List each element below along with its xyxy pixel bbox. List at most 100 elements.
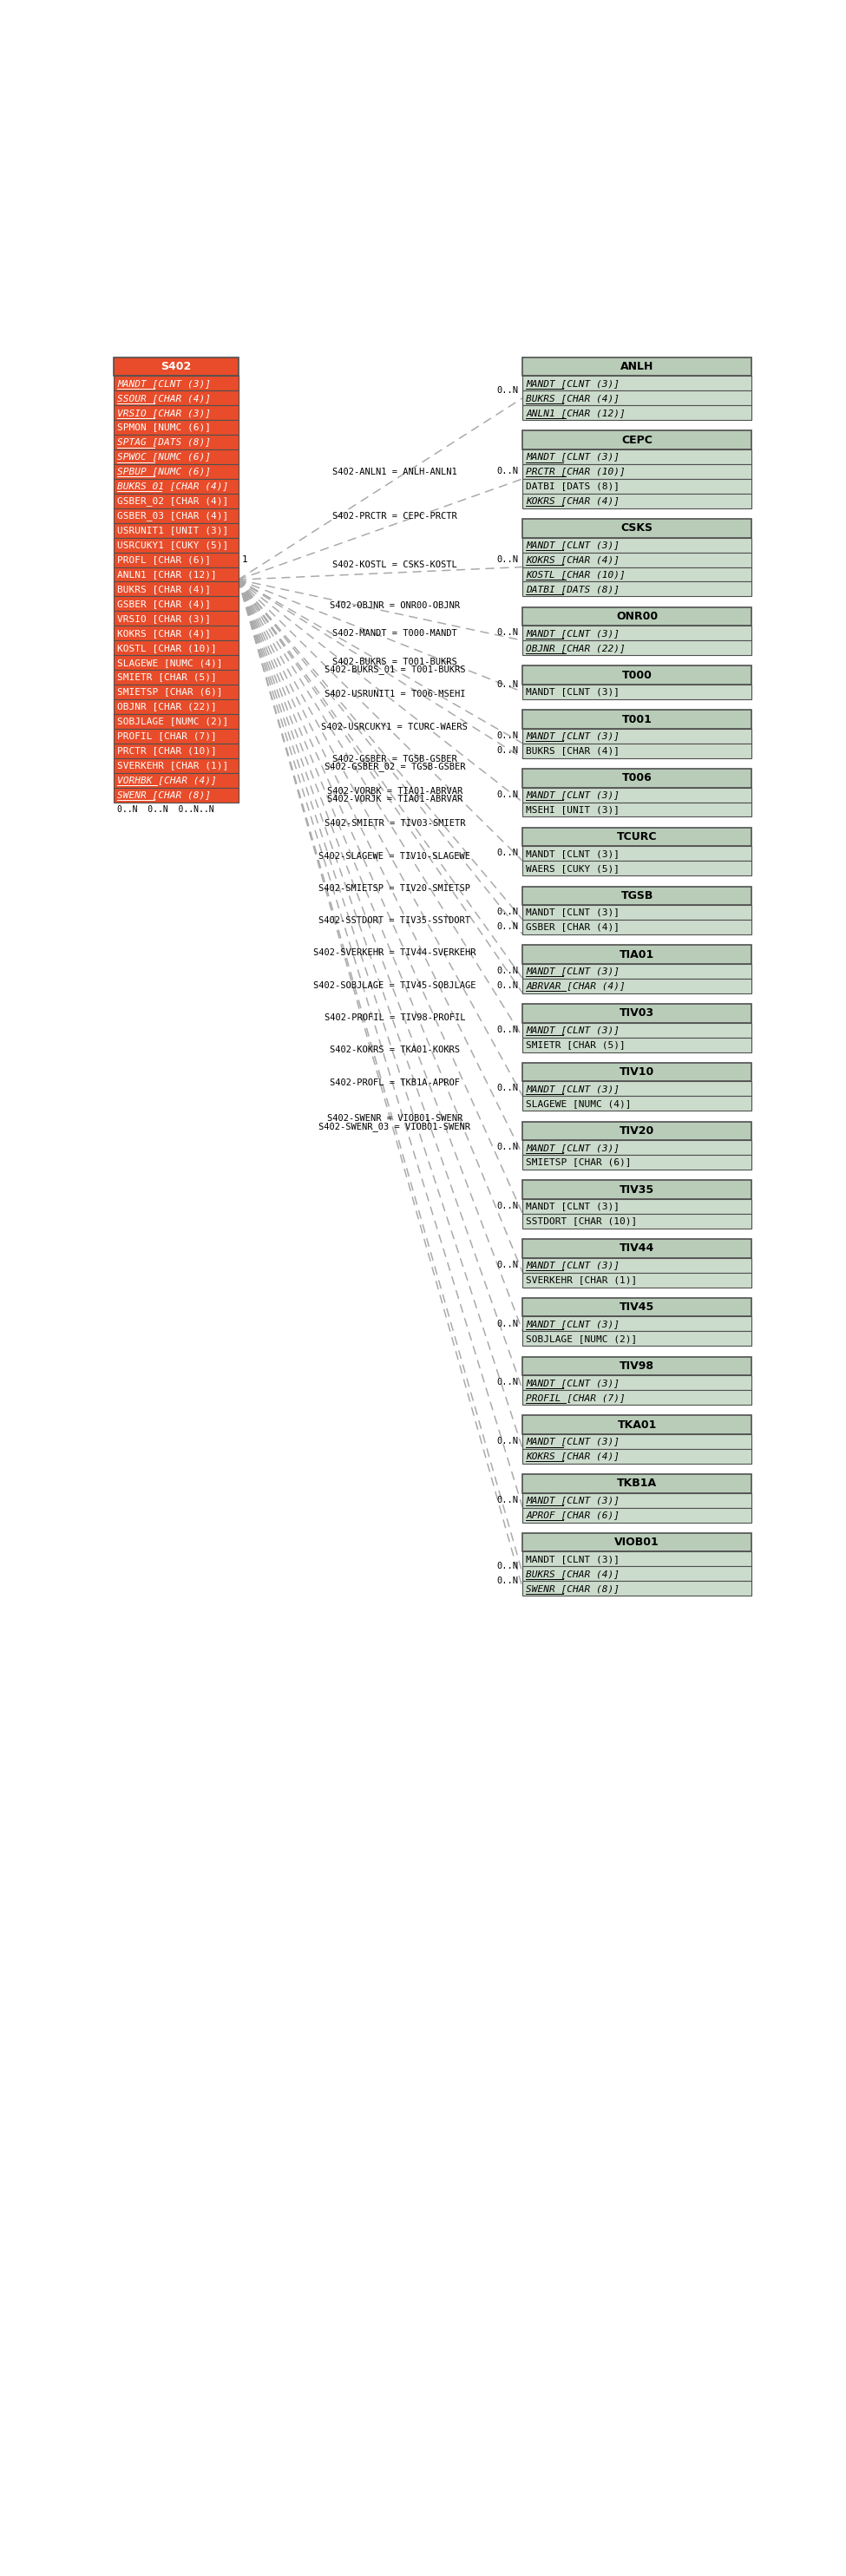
FancyBboxPatch shape (523, 464, 751, 479)
FancyBboxPatch shape (523, 945, 751, 963)
FancyBboxPatch shape (523, 711, 751, 729)
Text: MANDT [CLNT (3)]: MANDT [CLNT (3)] (526, 453, 620, 461)
FancyBboxPatch shape (523, 404, 751, 420)
Text: TIV44: TIV44 (619, 1242, 655, 1255)
Text: MANDT [CLNT (3)]: MANDT [CLNT (3)] (526, 1319, 620, 1329)
Text: TKA01: TKA01 (618, 1419, 656, 1430)
FancyBboxPatch shape (523, 827, 751, 848)
FancyBboxPatch shape (523, 1533, 751, 1551)
Text: T000: T000 (622, 670, 652, 680)
FancyBboxPatch shape (523, 744, 751, 757)
Text: S402-PRCTR = CEPC-PRCTR: S402-PRCTR = CEPC-PRCTR (332, 513, 457, 520)
FancyBboxPatch shape (523, 1332, 751, 1347)
Text: S402-OBJNR = ONR00-OBJNR: S402-OBJNR = ONR00-OBJNR (330, 600, 459, 611)
FancyBboxPatch shape (523, 1376, 751, 1391)
Text: KOKRS [CHAR (4)]: KOKRS [CHAR (4)] (526, 1453, 620, 1461)
Text: SMIETR [CHAR (5)]: SMIETR [CHAR (5)] (526, 1041, 625, 1048)
Text: MANDT [CLNT (3)]: MANDT [CLNT (3)] (526, 1378, 620, 1386)
FancyBboxPatch shape (523, 1154, 751, 1170)
Text: MANDT [CLNT (3)]: MANDT [CLNT (3)] (526, 909, 620, 917)
Text: MANDT [CLNT (3)]: MANDT [CLNT (3)] (526, 1203, 620, 1211)
FancyBboxPatch shape (114, 744, 239, 757)
Text: S402-BUKRS = T001-BUKRS: S402-BUKRS = T001-BUKRS (332, 657, 457, 667)
Text: ANLN1 [CHAR (12)]: ANLN1 [CHAR (12)] (526, 410, 625, 417)
FancyBboxPatch shape (114, 626, 239, 641)
Text: SWENR [CHAR (8)]: SWENR [CHAR (8)] (526, 1584, 620, 1592)
FancyBboxPatch shape (523, 848, 751, 860)
FancyBboxPatch shape (523, 641, 751, 654)
Text: S402-VORBK = TIA01-ABRVAR: S402-VORBK = TIA01-ABRVAR (327, 788, 463, 796)
Text: 0..N: 0..N (497, 1561, 519, 1571)
Text: S402-USRCUKY1 = TCURC-WAERS: S402-USRCUKY1 = TCURC-WAERS (321, 721, 468, 732)
Text: CEPC: CEPC (622, 435, 652, 446)
Text: TIV35: TIV35 (619, 1185, 655, 1195)
Text: PROFL [CHAR (6)]: PROFL [CHAR (6)] (118, 556, 211, 564)
FancyBboxPatch shape (523, 1298, 751, 1316)
Text: S402-SWENR_03 = VIOB01-SWENR: S402-SWENR_03 = VIOB01-SWENR (319, 1121, 470, 1131)
Text: TIV20: TIV20 (619, 1126, 655, 1136)
FancyBboxPatch shape (114, 641, 239, 654)
Text: 1: 1 (242, 556, 248, 564)
Text: KOKRS [CHAR (4)]: KOKRS [CHAR (4)] (526, 556, 620, 564)
Text: OBJNR [CHAR (22)]: OBJNR [CHAR (22)] (118, 703, 217, 711)
Text: MANDT [CLNT (3)]: MANDT [CLNT (3)] (526, 791, 620, 799)
Text: TIV98: TIV98 (619, 1360, 654, 1370)
FancyBboxPatch shape (523, 788, 751, 801)
Text: MANDT [CLNT (3)]: MANDT [CLNT (3)] (526, 1437, 620, 1445)
FancyBboxPatch shape (523, 801, 751, 817)
FancyBboxPatch shape (523, 1005, 751, 1023)
Text: TIV45: TIV45 (619, 1301, 655, 1314)
FancyBboxPatch shape (114, 404, 239, 420)
FancyBboxPatch shape (523, 1391, 751, 1404)
Text: SWENR [CHAR (8)]: SWENR [CHAR (8)] (118, 791, 211, 799)
Text: DATBI [DATS (8)]: DATBI [DATS (8)] (526, 482, 620, 489)
FancyBboxPatch shape (114, 729, 239, 744)
FancyBboxPatch shape (523, 582, 751, 598)
FancyBboxPatch shape (523, 1141, 751, 1154)
Text: SVERKEHR [CHAR (1)]: SVERKEHR [CHAR (1)] (118, 760, 228, 770)
Text: SLAGEWE [NUMC (4)]: SLAGEWE [NUMC (4)] (526, 1100, 631, 1108)
Text: PRCTR [CHAR (10)]: PRCTR [CHAR (10)] (526, 466, 625, 477)
Text: ANLH: ANLH (620, 361, 654, 371)
FancyBboxPatch shape (114, 670, 239, 685)
Text: SPWOC [NUMC (6)]: SPWOC [NUMC (6)] (118, 453, 211, 461)
Text: S402-USRUNIT1 = T006-MSEHI: S402-USRUNIT1 = T006-MSEHI (324, 690, 465, 698)
FancyBboxPatch shape (114, 376, 239, 392)
FancyBboxPatch shape (523, 626, 751, 641)
FancyBboxPatch shape (523, 518, 751, 538)
Text: S402-GSBER = TGSB-GSBER: S402-GSBER = TGSB-GSBER (332, 755, 457, 762)
FancyBboxPatch shape (114, 654, 239, 670)
Text: GSBER_03 [CHAR (4)]: GSBER_03 [CHAR (4)] (118, 510, 228, 520)
FancyBboxPatch shape (523, 1414, 751, 1435)
Text: 0..N: 0..N (497, 966, 519, 976)
FancyBboxPatch shape (114, 507, 239, 523)
FancyBboxPatch shape (523, 1097, 751, 1110)
Text: MANDT [CLNT (3)]: MANDT [CLNT (3)] (526, 850, 620, 858)
FancyBboxPatch shape (523, 1566, 751, 1582)
Text: WAERS [CUKY (5)]: WAERS [CUKY (5)] (526, 863, 620, 873)
Text: TCURC: TCURC (617, 832, 657, 842)
Text: GSBER [CHAR (4)]: GSBER [CHAR (4)] (118, 600, 211, 608)
FancyBboxPatch shape (523, 430, 751, 448)
Text: 0..N: 0..N (497, 907, 519, 917)
Text: S402-ANLN1 = ANLH-ANLN1: S402-ANLN1 = ANLH-ANLN1 (332, 469, 457, 477)
Text: DATBI [DATS (8)]: DATBI [DATS (8)] (526, 585, 620, 592)
Text: MANDT [CLNT (3)]: MANDT [CLNT (3)] (526, 1084, 620, 1092)
Text: MANDT [CLNT (3)]: MANDT [CLNT (3)] (526, 379, 620, 386)
Text: 0..N  0..N  0..N..N: 0..N 0..N 0..N..N (118, 804, 214, 814)
Text: 0..N: 0..N (497, 791, 519, 799)
FancyBboxPatch shape (114, 448, 239, 464)
Text: SOBJLAGE [NUMC (2)]: SOBJLAGE [NUMC (2)] (526, 1334, 637, 1342)
Text: TIV10: TIV10 (619, 1066, 655, 1077)
Text: SPBUP [NUMC (6)]: SPBUP [NUMC (6)] (118, 466, 211, 477)
FancyBboxPatch shape (114, 698, 239, 714)
Text: TKB1A: TKB1A (617, 1479, 657, 1489)
FancyBboxPatch shape (114, 435, 239, 448)
FancyBboxPatch shape (523, 920, 751, 935)
Text: MANDT [CLNT (3)]: MANDT [CLNT (3)] (526, 1025, 620, 1036)
Text: VRSIO [CHAR (3)]: VRSIO [CHAR (3)] (118, 410, 211, 417)
FancyBboxPatch shape (523, 729, 751, 744)
FancyBboxPatch shape (523, 886, 751, 904)
FancyBboxPatch shape (523, 567, 751, 582)
Text: S402-PROFL = TKB1A-APROF: S402-PROFL = TKB1A-APROF (330, 1077, 459, 1087)
